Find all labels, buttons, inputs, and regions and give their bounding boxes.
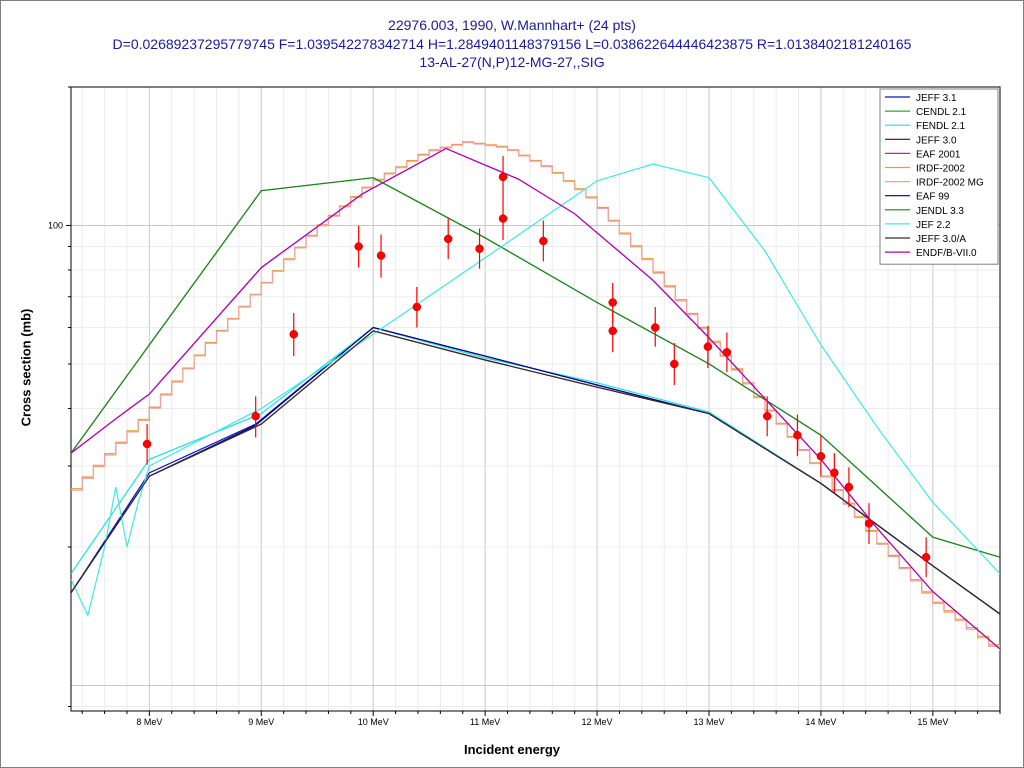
chart-title-line-1: 22976.003, 1990, W.Mannhart+ (24 pts) bbox=[388, 17, 636, 33]
data-point bbox=[830, 468, 839, 478]
series-line-jeff-3-0-a bbox=[71, 330, 1000, 615]
data-point bbox=[816, 451, 826, 461]
chart-title-line-3: 13-AL-27(N,P)12-MG-27,,SIG bbox=[419, 54, 605, 70]
series-line-jef-2-2 bbox=[71, 163, 1000, 618]
data-point bbox=[670, 359, 679, 369]
data-point bbox=[376, 251, 386, 260]
x-tick-label: 9 MeV bbox=[248, 717, 274, 727]
data-point bbox=[762, 411, 772, 421]
data-point bbox=[864, 519, 874, 528]
data-point bbox=[412, 302, 422, 312]
x-axis-label: Incident energy bbox=[463, 742, 561, 757]
data-point bbox=[651, 323, 660, 332]
data-point bbox=[142, 439, 152, 449]
x-tick-label: 14 MeV bbox=[805, 717, 836, 727]
legend-entry: JENDL 3.3 bbox=[916, 206, 964, 217]
data-point bbox=[608, 326, 617, 336]
data-point bbox=[539, 236, 548, 246]
x-tick-label: 15 MeV bbox=[917, 717, 948, 727]
legend-entry: CENDL 2.1 bbox=[916, 107, 967, 118]
y-tick-label: 100 bbox=[48, 220, 63, 230]
x-tick-label: 10 MeV bbox=[358, 717, 389, 727]
legend-box bbox=[879, 88, 999, 265]
data-point bbox=[722, 348, 732, 357]
series-line-jendl-3-3 bbox=[71, 177, 1000, 558]
data-point bbox=[354, 242, 363, 251]
y-axis-label: Cross section (mb) bbox=[18, 308, 34, 427]
legend-entry: EAF 2001 bbox=[916, 149, 961, 160]
legend-entry: IRDF-2002 bbox=[916, 164, 965, 175]
data-point bbox=[251, 411, 260, 421]
chart-title-line-2: D=0.02689237295779745 F=1.03954227834271… bbox=[112, 36, 912, 52]
x-tick-label: 11 MeV bbox=[470, 717, 500, 727]
data-point bbox=[921, 552, 931, 562]
x-tick-label: 13 MeV bbox=[693, 717, 724, 727]
legend-entry: FENDL 2.1 bbox=[916, 121, 966, 132]
x-tick-label: 12 MeV bbox=[582, 717, 613, 727]
x-tick-label: 8 MeV bbox=[136, 717, 162, 727]
legend-entry: JEFF 3.0 bbox=[916, 135, 957, 146]
data-point bbox=[498, 172, 508, 182]
data-point bbox=[289, 330, 298, 339]
legend-entry: JEF 2.2 bbox=[916, 220, 951, 231]
legend-entry: IRDF-2002 MG bbox=[916, 178, 984, 189]
plot-background bbox=[71, 87, 1000, 711]
legend-entry: ENDF/B-VII.0 bbox=[916, 248, 977, 259]
legend-entry: JEFF 3.1 bbox=[916, 93, 957, 104]
data-point bbox=[793, 430, 802, 440]
data-point bbox=[443, 234, 453, 244]
plot-border bbox=[70, 86, 1001, 712]
legend-entry: JEFF 3.0/A bbox=[916, 234, 966, 245]
data-point bbox=[498, 214, 508, 223]
legend-entry: EAF 99 bbox=[916, 192, 950, 203]
data-point bbox=[475, 244, 484, 254]
data-point bbox=[608, 298, 617, 307]
data-point bbox=[844, 482, 854, 492]
series-line-endf-b-vii-0 bbox=[71, 147, 1000, 650]
data-point bbox=[703, 342, 713, 351]
series-line-irdf-2002-mg bbox=[71, 141, 1000, 651]
